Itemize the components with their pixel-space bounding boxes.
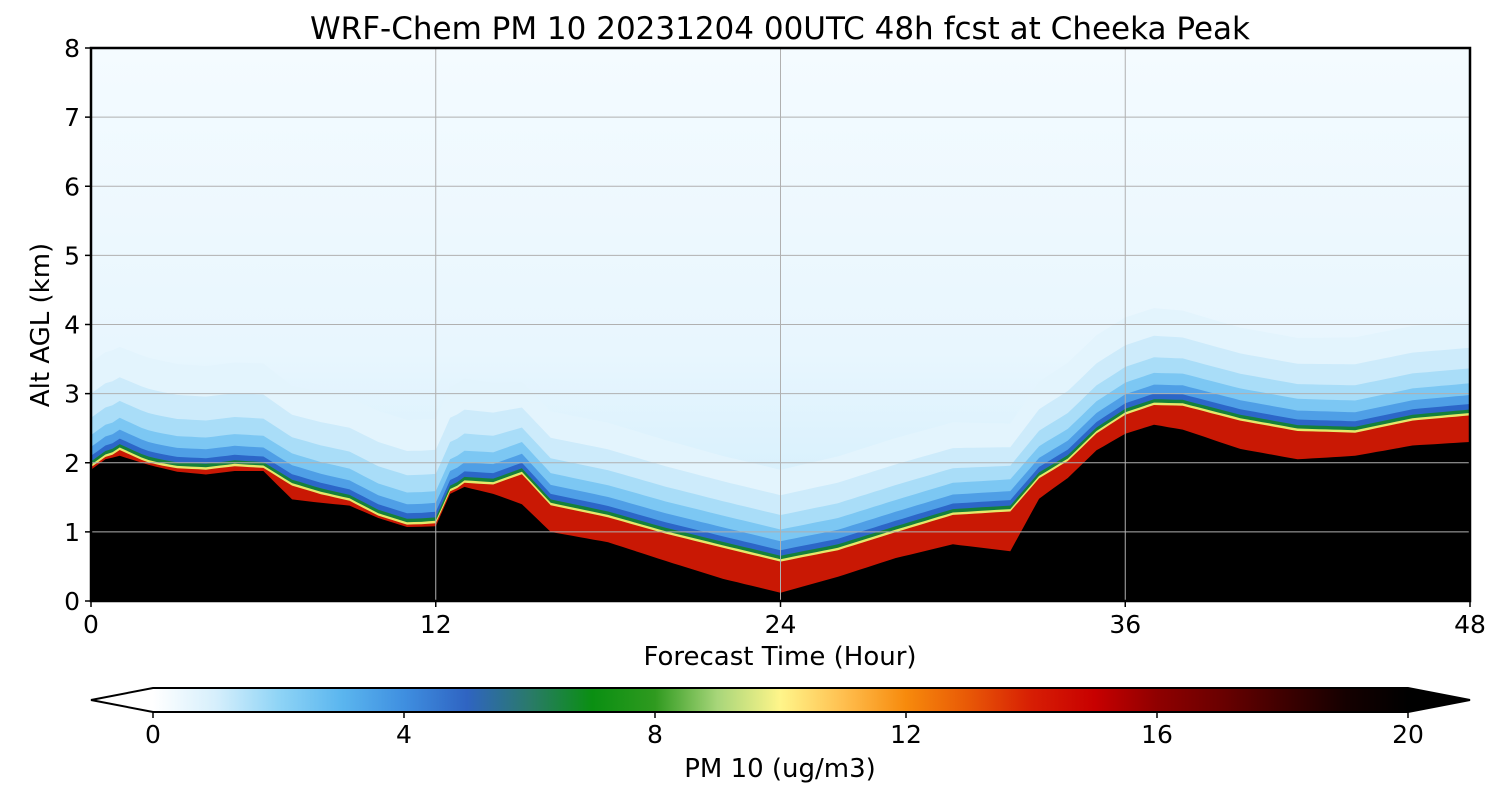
plot-area bbox=[91, 48, 1470, 601]
colorbar-gradient-bar bbox=[153, 688, 1408, 712]
colorbar-low-extension bbox=[91, 688, 153, 712]
y-tick-label: 4 bbox=[64, 311, 80, 340]
colorbar-label: PM 10 (ug/m3) bbox=[684, 754, 876, 784]
y-tick-label: 2 bbox=[64, 449, 80, 478]
grid-lines bbox=[91, 48, 1470, 601]
colorbar: 0 4 8 12 16 20 PM 10 (ug/m3) bbox=[90, 687, 1471, 784]
y-tick-label: 0 bbox=[64, 587, 80, 616]
colorbar-tick-label: 16 bbox=[1141, 720, 1173, 749]
x-tick-label: 24 bbox=[765, 610, 797, 639]
x-tick-label: 0 bbox=[83, 610, 99, 639]
x-tick-label: 48 bbox=[1454, 610, 1486, 639]
y-axis: 0 1 2 3 4 5 6 7 8 bbox=[64, 34, 91, 616]
y-tick-label: 6 bbox=[64, 172, 80, 201]
y-axis-label: Alt AGL (km) bbox=[26, 243, 56, 407]
colorbar-tick-label: 20 bbox=[1392, 720, 1424, 749]
y-tick-label: 8 bbox=[64, 34, 80, 63]
x-axis: 0 12 24 36 48 bbox=[83, 601, 1486, 639]
colorbar-ticks: 0 4 8 12 16 20 bbox=[145, 712, 1424, 749]
chart-title: WRF-Chem PM 10 20231204 00UTC 48h fcst a… bbox=[310, 11, 1250, 47]
y-tick-label: 5 bbox=[64, 241, 80, 270]
colorbar-tick-label: 8 bbox=[647, 720, 663, 749]
x-axis-label: Forecast Time (Hour) bbox=[643, 642, 916, 672]
colorbar-tick-label: 12 bbox=[890, 720, 922, 749]
colorbar-tick-label: 0 bbox=[145, 720, 161, 749]
y-tick-label: 3 bbox=[64, 380, 80, 409]
x-tick-label: 12 bbox=[420, 610, 452, 639]
colorbar-tick-label: 4 bbox=[396, 720, 412, 749]
x-tick-label: 36 bbox=[1109, 610, 1141, 639]
colorbar-high-extension bbox=[1408, 688, 1470, 712]
y-tick-label: 7 bbox=[64, 103, 80, 132]
y-tick-label: 1 bbox=[64, 518, 80, 547]
